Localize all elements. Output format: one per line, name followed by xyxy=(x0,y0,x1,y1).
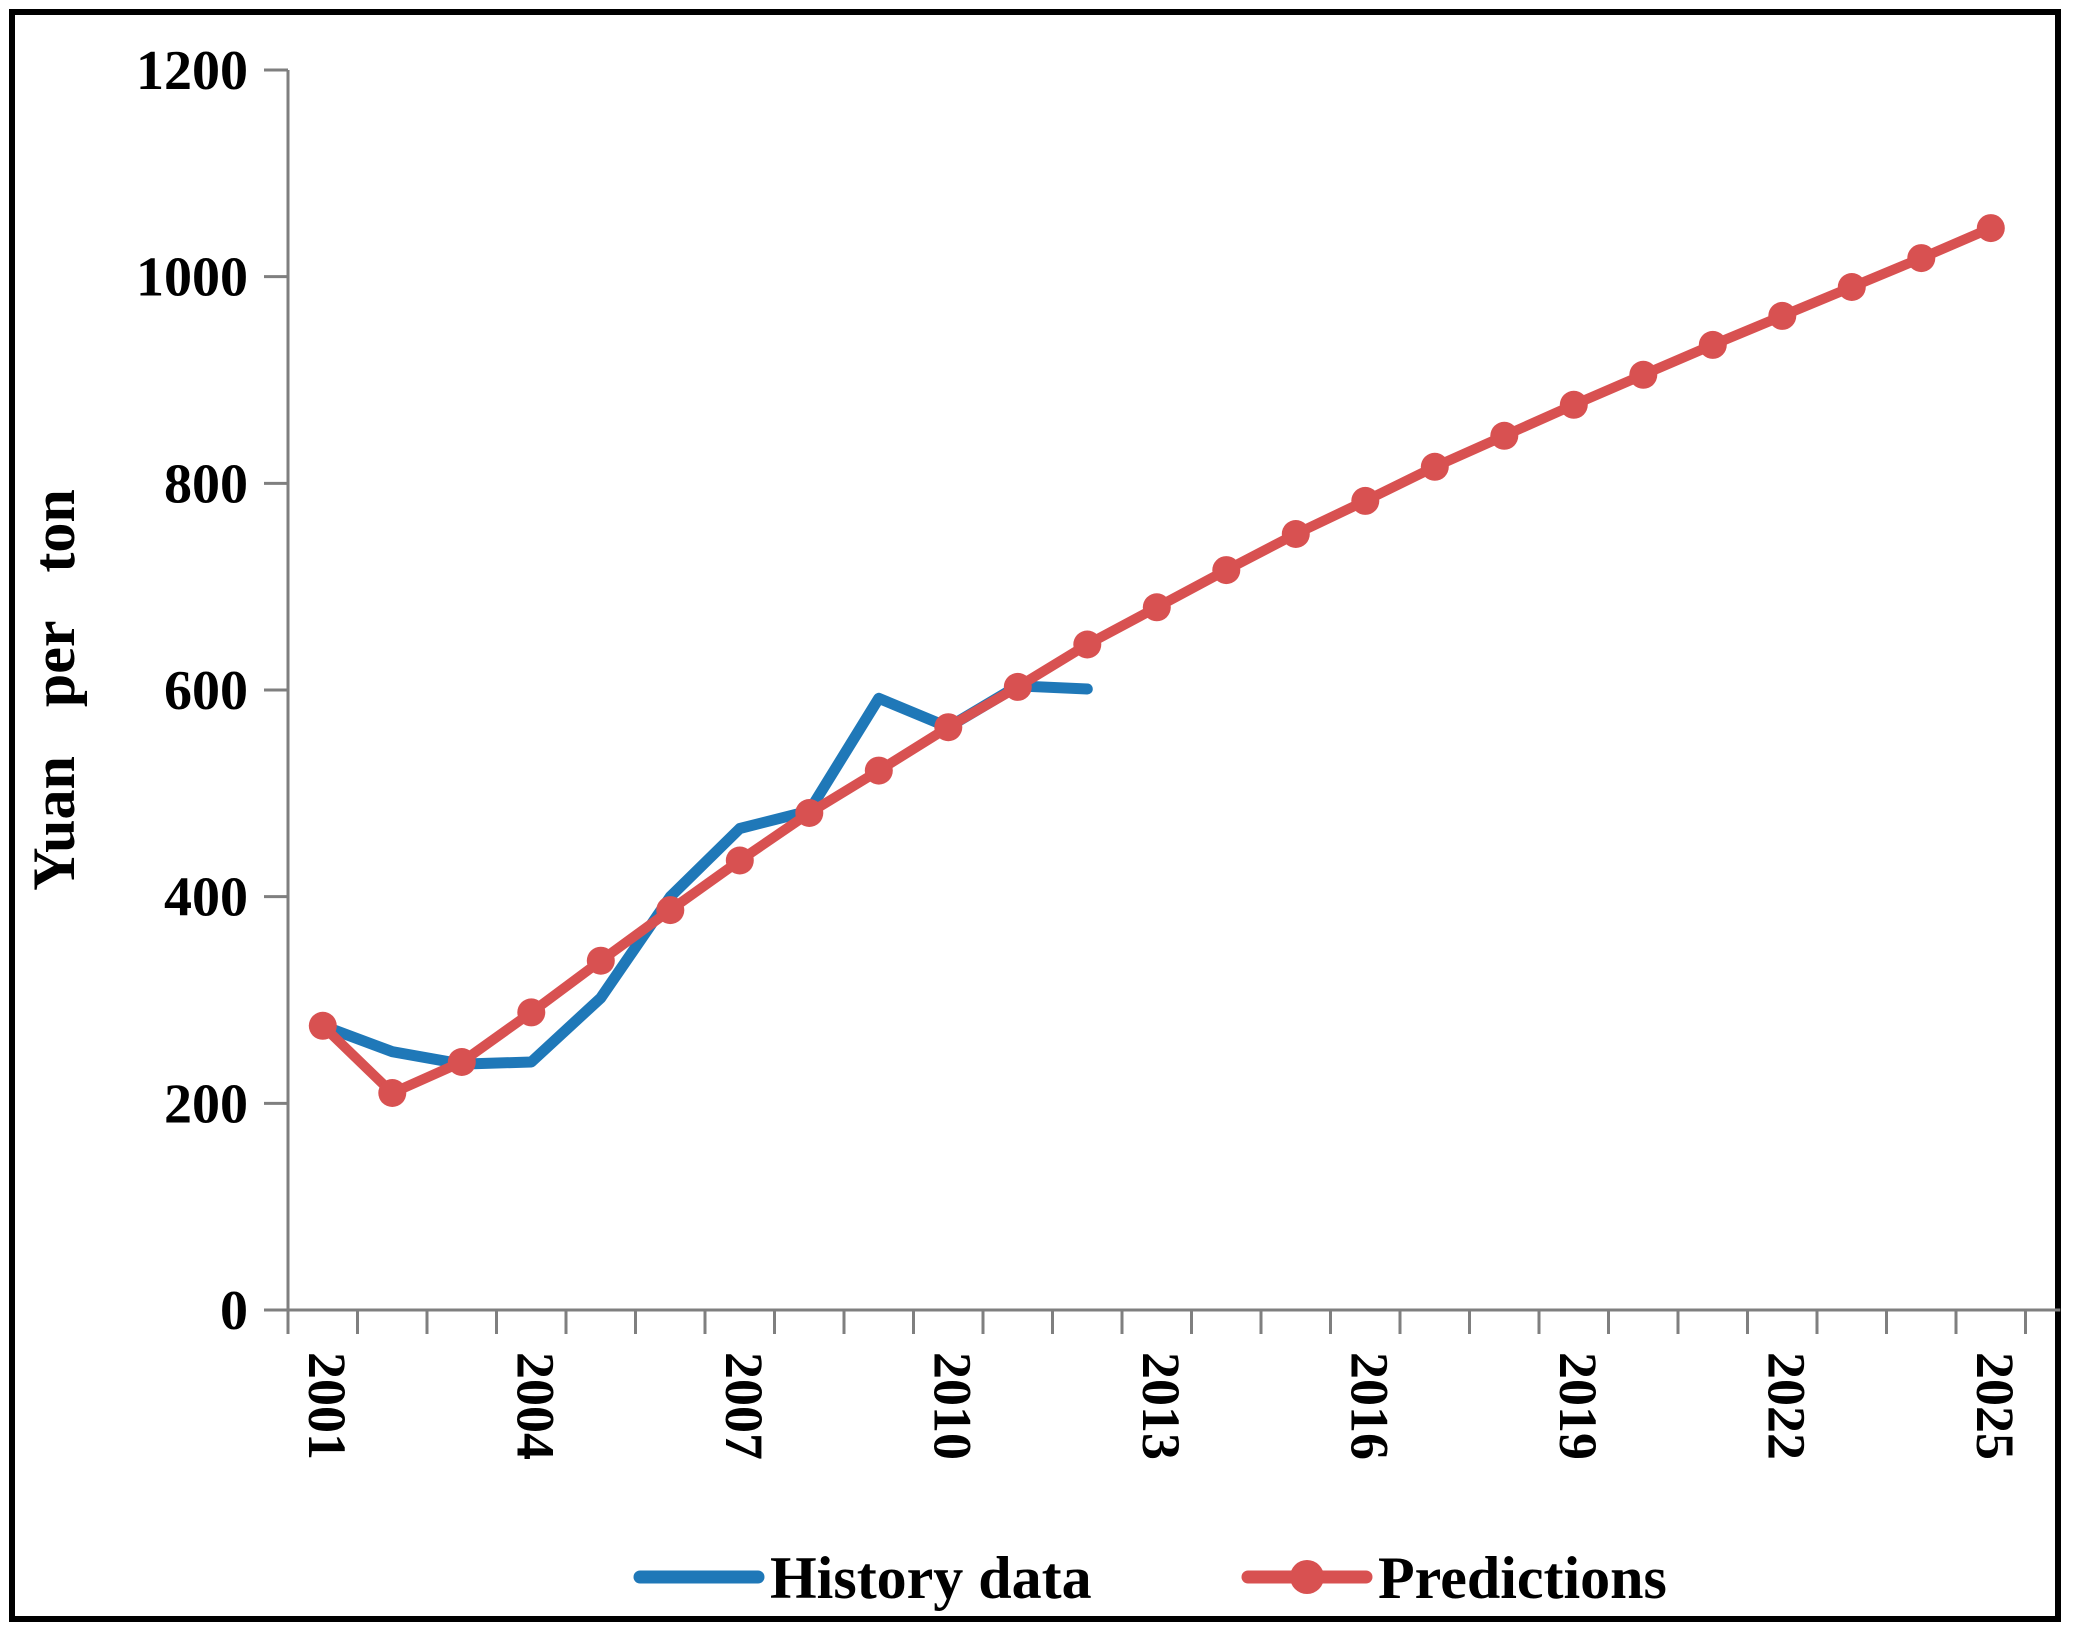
x-tick-label: 2001 xyxy=(297,1352,357,1460)
series-marker-predictions xyxy=(1768,301,1797,330)
series-marker-predictions xyxy=(725,846,754,875)
series-marker-predictions xyxy=(1212,556,1241,585)
y-tick-label: 400 xyxy=(164,867,248,929)
y-tick-label: 200 xyxy=(164,1073,248,1135)
legend-marker-predictions xyxy=(1290,1560,1324,1594)
x-tick-label: 2019 xyxy=(1548,1352,1608,1460)
series-marker-predictions xyxy=(1490,421,1519,450)
x-tick-label: 2013 xyxy=(1131,1352,1191,1460)
x-tick-label: 2004 xyxy=(505,1352,565,1460)
series-line-predictions xyxy=(317,223,1996,1098)
y-tick-label: 1000 xyxy=(136,247,248,309)
y-tick-label: 600 xyxy=(164,660,248,722)
series-marker-predictions xyxy=(934,713,963,742)
series-marker-predictions xyxy=(1559,390,1588,419)
series-marker-predictions xyxy=(1420,452,1449,481)
legend-label-history-data: History data xyxy=(770,1545,1092,1611)
series-marker-predictions xyxy=(1976,214,2005,243)
series-marker-predictions xyxy=(1837,273,1866,301)
x-tick-label: 2022 xyxy=(1756,1352,1816,1460)
series-marker-predictions xyxy=(378,1079,407,1107)
y-axis-title: Yuan per ton xyxy=(21,489,87,890)
series-marker-predictions xyxy=(447,1048,476,1076)
series-line-history-data xyxy=(317,680,1093,1070)
series-marker-predictions xyxy=(1698,330,1727,359)
series-marker-predictions xyxy=(308,1011,337,1040)
legend-label-predictions: Predictions xyxy=(1378,1545,1667,1611)
y-tick-label: 1200 xyxy=(136,40,248,102)
figure-border xyxy=(9,9,2061,1622)
x-tick-label: 2025 xyxy=(1965,1352,2025,1460)
x-tick-label: 2010 xyxy=(922,1352,982,1460)
series-marker-predictions xyxy=(1073,630,1102,659)
series-marker-predictions xyxy=(1907,244,1936,273)
series-marker-predictions xyxy=(1281,520,1310,548)
series-marker-predictions xyxy=(586,946,615,975)
y-tick-label: 800 xyxy=(164,453,248,515)
series-marker-predictions xyxy=(795,799,824,827)
series-marker-predictions xyxy=(1003,672,1032,701)
y-tick-label: 0 xyxy=(220,1280,248,1342)
series-marker-predictions xyxy=(517,998,546,1027)
series-marker-predictions xyxy=(1629,360,1658,389)
series-marker-predictions xyxy=(656,896,685,925)
x-tick-label: 2016 xyxy=(1339,1352,1399,1460)
series-marker-predictions xyxy=(1351,486,1380,515)
x-tick-label: 2007 xyxy=(714,1352,774,1460)
series-marker-predictions xyxy=(864,756,893,785)
series-marker-predictions xyxy=(1142,593,1171,622)
